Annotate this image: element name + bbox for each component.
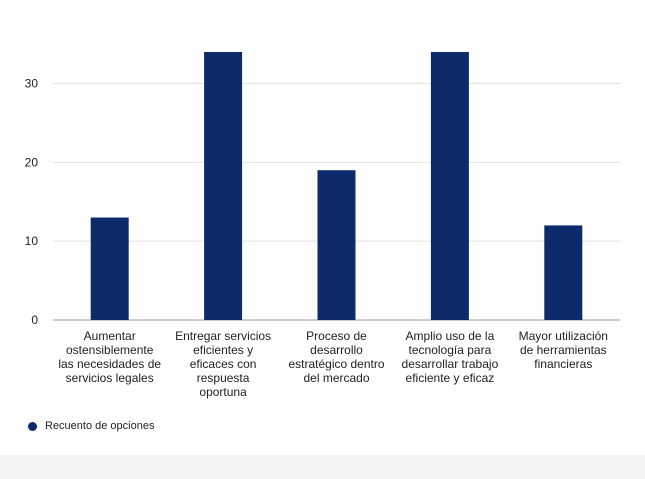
x-category-label: Aumentar ostensiblemente las necesidades d…	[58, 329, 161, 385]
x-category-label-line: de herramientas	[520, 343, 607, 357]
x-category-label-line: eficiente y eficaz	[406, 371, 495, 385]
x-category-label: Mayor utilización de herramientas financie…	[519, 329, 608, 371]
x-category-label: Entregar servicios eficientes y eficaces c…	[175, 329, 271, 399]
y-tick-label: 30	[25, 77, 39, 91]
legend-marker	[28, 421, 37, 431]
bar	[90, 217, 129, 320]
footer-band	[0, 455, 645, 479]
x-category-label-line: Amplio uso de la	[406, 329, 495, 343]
bar	[204, 52, 243, 320]
y-tick-label: 10	[25, 234, 39, 248]
bar	[317, 170, 356, 320]
x-category-label-line: desarrollar trabajo	[402, 357, 499, 371]
x-category-label-line: estratégico dentro	[288, 357, 384, 371]
x-category-label-line: eficaces con	[190, 357, 257, 371]
x-category-label-line: desarrollo	[310, 343, 363, 357]
bar-chart: 0 10 20 30 Aumentar ostensiblemente las necesi…	[25, 52, 620, 399]
x-category-label-line: Mayor utilización	[519, 329, 608, 343]
bar	[430, 52, 469, 320]
x-category-label-line: respuesta	[197, 371, 250, 385]
legend-label: Recuento de opciones	[45, 420, 155, 432]
x-category-label-line: oportuna	[199, 385, 247, 399]
x-category-label-line: tecnología para	[409, 343, 492, 357]
legend: Recuento de opciones	[28, 420, 154, 432]
y-tick-label: 0	[31, 313, 38, 327]
x-category-label-line: del mercado	[303, 371, 369, 385]
x-category-label-line: eficientes y	[193, 343, 253, 357]
y-tick-label: 20	[25, 155, 39, 169]
x-category-label-line: financieras	[534, 357, 592, 371]
x-category-label-line: ostensiblemente	[66, 343, 154, 357]
x-category-label-line: Entregar servicios	[175, 329, 271, 343]
bar	[544, 225, 583, 320]
x-category-label: Proceso de desarrollo estratégico dentro de…	[288, 329, 384, 385]
x-category-label: Amplio uso de la tecnología para desarroll…	[402, 329, 499, 385]
x-category-label-line: las necesidades de	[58, 357, 161, 371]
x-category-label-line: Aumentar	[84, 329, 136, 343]
x-category-label-line: servicios legales	[66, 371, 154, 385]
x-category-label-line: Proceso de	[306, 329, 367, 343]
